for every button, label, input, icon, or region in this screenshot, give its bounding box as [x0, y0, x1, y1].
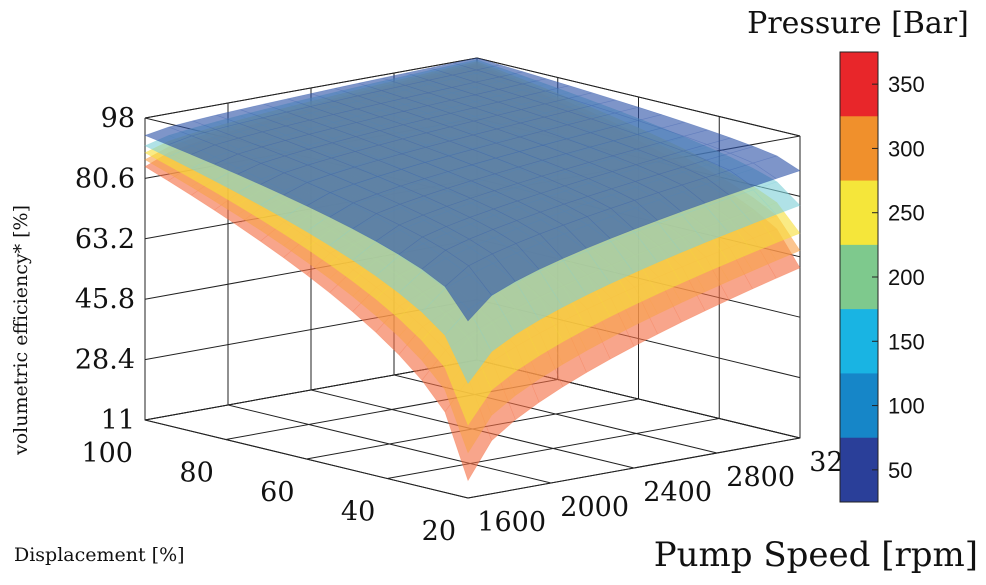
z-tick-label: 45.8 — [75, 284, 135, 315]
colorbar-tick-label: 150 — [888, 329, 925, 354]
z-tick-label: 28.4 — [75, 345, 135, 376]
colorbar-segment — [840, 373, 878, 439]
colorbar-tick-label: 200 — [888, 265, 925, 290]
colorbar-tick-label: 100 — [888, 394, 925, 419]
y-tick-label: 20 — [422, 516, 456, 547]
colorbar-tick-label: 50 — [888, 458, 912, 483]
surface-50-bar — [144, 57, 801, 322]
colorbar-tick-label: 250 — [888, 201, 925, 226]
x-axis-label: Pump Speed [rpm] — [654, 535, 978, 575]
colorbar-segment — [840, 244, 878, 310]
surface-layers — [144, 57, 801, 482]
y-tick-label: 40 — [341, 497, 375, 528]
y-gridline — [467, 136, 801, 499]
colorbar: 350 300 250 200 150 100 50 — [839, 51, 925, 503]
y-tick-label: 60 — [260, 477, 294, 508]
colorbar-segment — [840, 180, 878, 246]
axis-labels: volumetric efficiency* [%] Displacement … — [10, 6, 978, 575]
x-tick-label: 2400 — [643, 477, 712, 508]
colorbar-tick-label: 300 — [888, 136, 925, 161]
colorbar-segment — [840, 309, 878, 374]
colorbar-segment — [840, 52, 878, 117]
y-tick-label: 100 — [81, 438, 133, 469]
x-tick-label: 2800 — [726, 462, 795, 493]
colorbar-title: Pressure [Bar] — [747, 6, 969, 41]
z-axis-label: volumetric efficiency* [%] — [10, 205, 32, 456]
colorbar-segment — [840, 116, 878, 182]
surface-mesh — [144, 57, 801, 322]
y-tick-label: 80 — [179, 458, 213, 489]
x-tick-label: 1600 — [477, 507, 546, 538]
z-tick-label: 98 — [101, 103, 135, 134]
z-tick-label: 63.2 — [75, 224, 135, 255]
colorbar-tick-label: 350 — [888, 72, 925, 97]
y-axis-label: Displacement [%] — [14, 544, 185, 566]
z-tick-label: 11 — [101, 405, 135, 436]
z-tick-label: 80.6 — [75, 163, 135, 194]
x-tick-label: 2000 — [560, 492, 629, 523]
colorbar-segment — [840, 437, 878, 503]
